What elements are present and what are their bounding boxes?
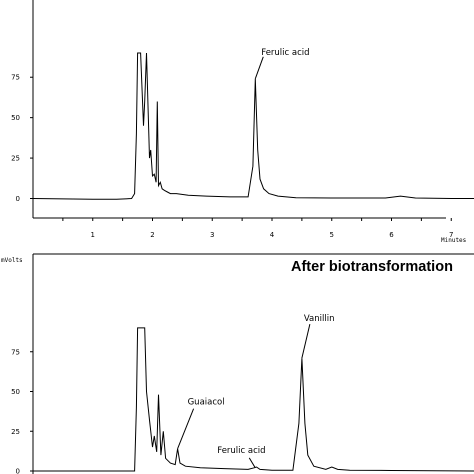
chromatogram-after: 0 25 50 75 mVolts After biotransformation V…: [1, 253, 474, 474]
top-annotation-label: Ferulic acid: [261, 48, 309, 58]
top-xtick-label: 1: [91, 231, 95, 239]
bottom-ytick-label: 0: [16, 468, 20, 474]
top-ytick-label: 75: [11, 74, 20, 82]
top-xtick-label: 5: [330, 231, 334, 239]
bottom-y-unit-label: mVolts: [1, 257, 23, 264]
bottom-ytick-label: 75: [11, 348, 20, 356]
bottom-annotation-label: Ferulic acid: [217, 446, 265, 456]
chromatogram-before: 0 25 50 75 1 2 3 4 5 6 7 Minutes Ferulic acid: [11, 0, 474, 244]
bottom-ytick-label: 25: [11, 428, 20, 436]
top-x-unit-label: Minutes: [441, 237, 467, 244]
top-annotation-leader: [254, 56, 264, 80]
top-xtick-label: 6: [389, 231, 394, 239]
top-chromatogram-trace: [32, 52, 474, 200]
chart-title: After biotransformation: [291, 259, 453, 275]
bottom-annotation-leader: [177, 408, 195, 449]
bottom-chromatogram-trace: [33, 327, 474, 472]
bottom-annotation-label: Guaiacol: [188, 398, 225, 408]
top-ytick-label: 25: [11, 155, 20, 163]
top-xtick-label: 3: [210, 231, 214, 239]
bottom-annotation-leader: [301, 323, 311, 359]
top-xtick-label: 4: [270, 231, 275, 239]
top-ytick-label: 50: [11, 114, 20, 122]
bottom-ytick-label: 50: [11, 388, 20, 396]
bottom-annotation-label: Vanillin: [304, 314, 335, 324]
top-xtick-label: 2: [150, 231, 154, 239]
top-xtick-label: 7: [449, 231, 453, 239]
top-ytick-label: 0: [16, 195, 20, 203]
bottom-annotation-leader: [248, 457, 256, 469]
